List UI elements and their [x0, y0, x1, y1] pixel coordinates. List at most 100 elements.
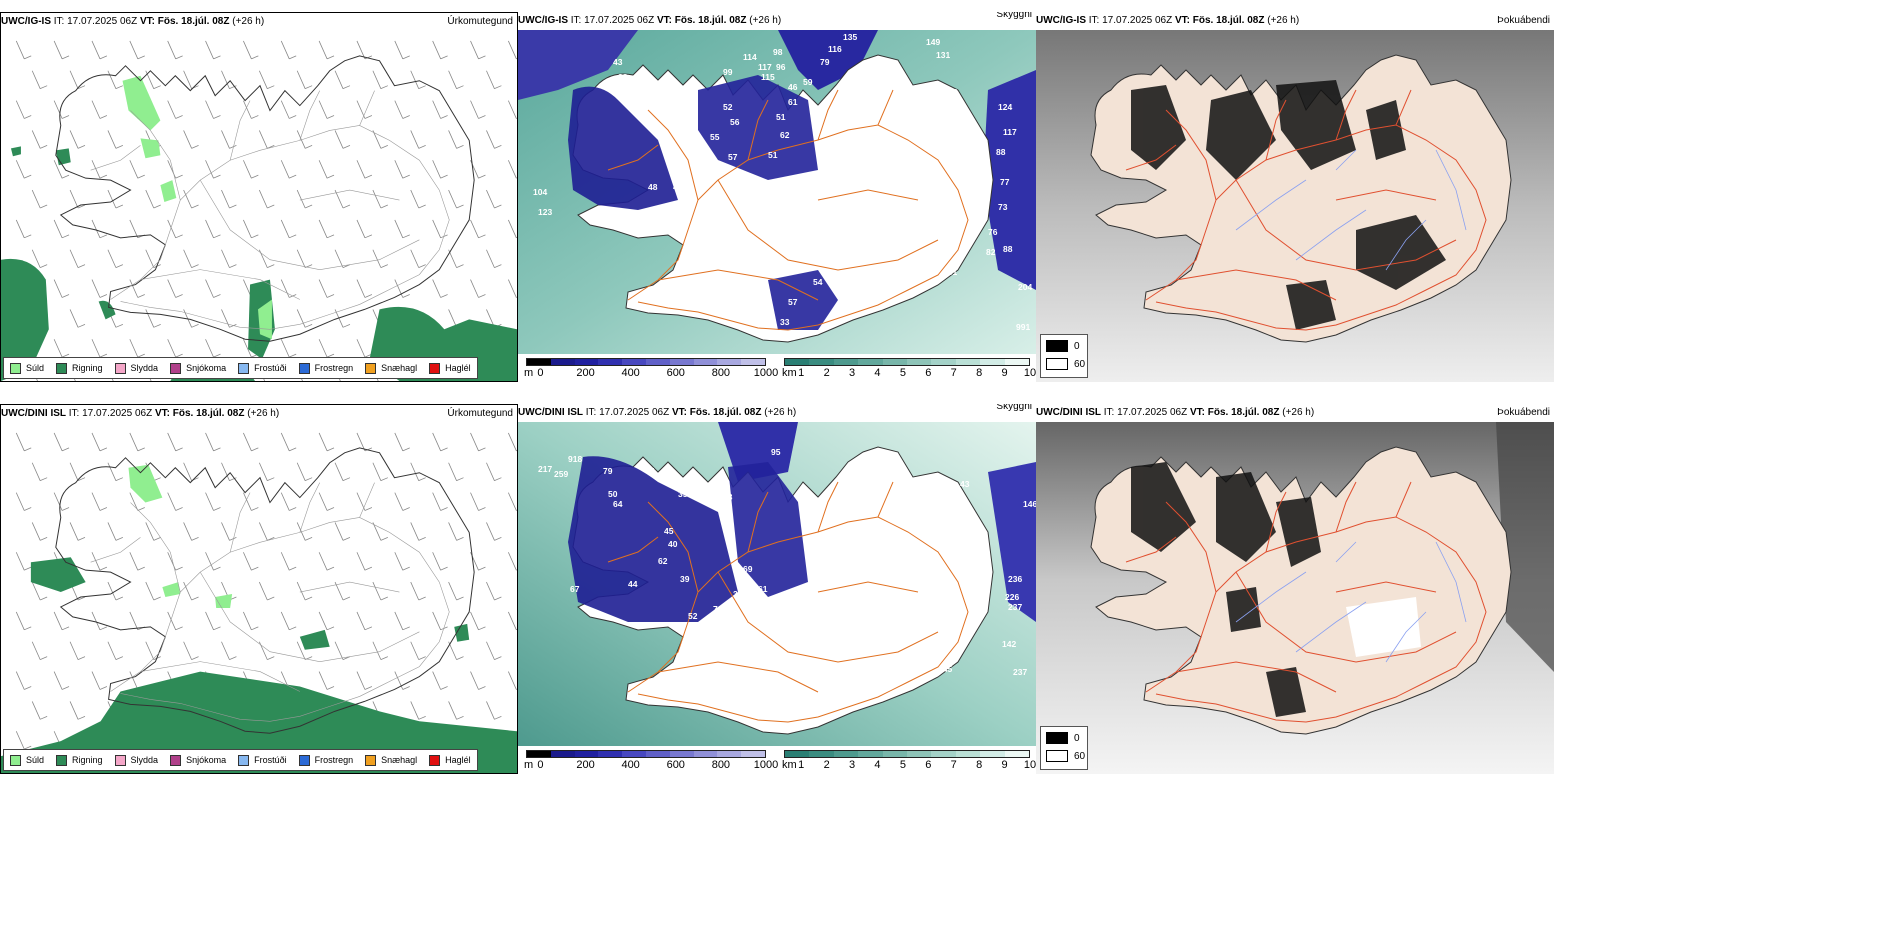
ceiling-value-label: 38 — [618, 72, 628, 82]
colorbar-segment — [785, 359, 810, 365]
ceiling-value-label: 149 — [926, 37, 940, 47]
panel-header: UWC/IG-IS IT: 17.07.2025 06Z VT: Fös. 18… — [1, 13, 517, 31]
cloud-map[interactable] — [1036, 30, 1554, 382]
visibility-colorbar — [784, 750, 1030, 758]
scale-tick-label: 800 — [711, 759, 731, 771]
colorbar-segment — [955, 751, 981, 757]
colorbar-segment — [833, 751, 859, 757]
legend-item: Snæhagl — [365, 754, 417, 766]
lead-time: (+26 h) — [764, 407, 797, 418]
colorbar-segment — [693, 751, 718, 757]
ceiling-value-label: 204 — [1018, 282, 1032, 292]
legend-label: Rigning — [72, 755, 103, 765]
model-name: UWC/IG-IS — [1, 16, 51, 27]
legend-label: Snjókoma — [186, 755, 227, 765]
precip-map[interactable] — [1, 423, 517, 773]
it-value: 17.07.2025 06Z — [599, 407, 670, 418]
ceiling-colorbar — [526, 358, 766, 366]
colorbar-segment — [527, 751, 551, 757]
panel-header: UWC/DINI ISL IT: 17.07.2025 06Z VT: Fös.… — [518, 404, 1036, 422]
ceiling-value-label: 61 — [788, 97, 798, 107]
vt-value: Fös. 18.júl. 08Z — [172, 408, 245, 419]
precip-map[interactable] — [1, 31, 517, 381]
colorbar-segment — [882, 751, 908, 757]
visibility-ticks: 1 2 3 4 5 6 7 8 9 10 — [784, 367, 1036, 380]
legend-label: Rigning — [72, 363, 103, 373]
visibility-scale: km 1 2 3 4 5 6 7 8 9 10 — [782, 750, 1036, 772]
visibility-colorbar — [784, 358, 1030, 366]
cloud-legend-value: 0 — [1074, 732, 1080, 744]
cloud-legend-swatch — [1046, 750, 1068, 762]
colorbar-segment — [980, 751, 1005, 757]
ceiling-value-label: 70 — [683, 120, 693, 130]
ceiling-value-label: 67 — [570, 584, 580, 594]
colorbar-segment — [598, 359, 623, 365]
visibility-panel-igis: UWC/IG-IS IT: 17.07.2025 06Z VT: Fös. 18… — [518, 12, 1036, 382]
visibility-map[interactable]: 43 38 114 98 117 96 99 115 59 46 52 40 61 51 70 56 55 62 3… — [518, 30, 1036, 354]
ceiling-value-label: 33 — [780, 317, 790, 327]
ceiling-value-label: 114 — [743, 52, 757, 62]
vt-value: Fös. 18.júl. 08Z — [689, 407, 762, 418]
legend-label: Haglél — [445, 363, 471, 373]
ceiling-scale: m 0 200 400 600 800 1000 — [524, 358, 778, 380]
clear-area — [1346, 597, 1421, 657]
rivers — [1235, 541, 1467, 663]
it-label: IT: — [1088, 15, 1100, 26]
it-value: 17.07.2025 06Z — [82, 408, 153, 419]
ceiling-value-label: 64 — [613, 499, 623, 509]
ceiling-value-label: 55 — [710, 132, 720, 142]
low-ceiling-area — [778, 30, 878, 90]
ceiling-value-label: 146 — [1023, 499, 1036, 509]
visibility-map[interactable]: 217 259 918 79 31 95 53 35 50 64 45 40 62 44 67 39 52 70 3… — [518, 422, 1036, 746]
model-name: UWC/IG-IS — [518, 15, 568, 26]
ceiling-value-label: 61 — [758, 584, 768, 594]
low-ceiling-area — [988, 462, 1036, 622]
panel-header: UWC/IG-IS IT: 17.07.2025 06Z VT: Fös. 18… — [518, 12, 1036, 30]
scale-tick-label: 8 — [976, 759, 983, 771]
scale-tick-label: 200 — [576, 367, 595, 379]
ceiling-value-label: 62 — [658, 556, 668, 566]
lead-time: (+26 h) — [749, 15, 782, 26]
ceiling-value-label: 40 — [668, 539, 678, 549]
panel-title: Úrkomutegund — [447, 16, 513, 27]
precip-type-legend: Súld Rigning Slydda Snjókoma Frostúði Frostre… — [3, 749, 478, 771]
legend-swatch — [114, 362, 126, 374]
scale-tick-label: 1 — [798, 759, 805, 771]
ceiling-value-label: 76 — [988, 227, 998, 237]
panel-header: UWC/DINI ISL IT: 17.07.2025 06Z VT: Fös.… — [1, 405, 517, 423]
ceiling-ticks: 0 200 400 600 800 1000 — [526, 759, 778, 772]
colorbar-segment — [622, 751, 646, 757]
ceiling-value-label: 28 — [954, 494, 964, 504]
colorbar-segment — [858, 359, 883, 365]
legend-item: Súld — [10, 754, 44, 766]
scale-tick-label: 9 — [1001, 367, 1008, 379]
model-name: UWC/IG-IS — [1036, 15, 1086, 26]
ceiling-value-label: 77 — [1000, 177, 1010, 187]
colorbar-segment — [907, 751, 932, 757]
road-network — [90, 482, 450, 722]
colorbar-segment — [980, 359, 1005, 365]
colorbar-segment — [785, 751, 810, 757]
cloud-legend-swatch — [1046, 340, 1068, 352]
cloud-map[interactable] — [1036, 422, 1554, 774]
legend-item: Slydda — [114, 362, 158, 374]
vt-value: Fös. 18.júl. 08Z — [1192, 15, 1265, 26]
vt-label: VT: — [139, 16, 155, 27]
ceiling-value-label: 35 — [678, 489, 688, 499]
colorbar-segment — [741, 751, 765, 757]
vt-value: Fös. 18.júl. 08Z — [674, 15, 747, 26]
cloud-legend-row: 0 — [1046, 340, 1080, 352]
it-value: 17.07.2025 06Z — [1117, 407, 1188, 418]
road-network — [90, 90, 450, 330]
precip-type-panel-igis: UWC/IG-IS IT: 17.07.2025 06Z VT: Fös. 18… — [0, 12, 518, 382]
it-label: IT: — [585, 407, 597, 418]
low-ceiling-area — [568, 86, 678, 210]
cloud-legend-row: 60 — [1046, 750, 1085, 762]
ceiling-value-label: 142 — [1002, 639, 1016, 649]
scale-tick-label: 1 — [798, 367, 805, 379]
ceiling-value-label: 57 — [728, 152, 738, 162]
scale-tick-label: 200 — [576, 759, 595, 771]
legend-label: Frostregn — [314, 755, 354, 765]
ceiling-ticks: 0 200 400 600 800 1000 — [526, 367, 778, 380]
ceiling-value-label: 991 — [1016, 322, 1030, 332]
